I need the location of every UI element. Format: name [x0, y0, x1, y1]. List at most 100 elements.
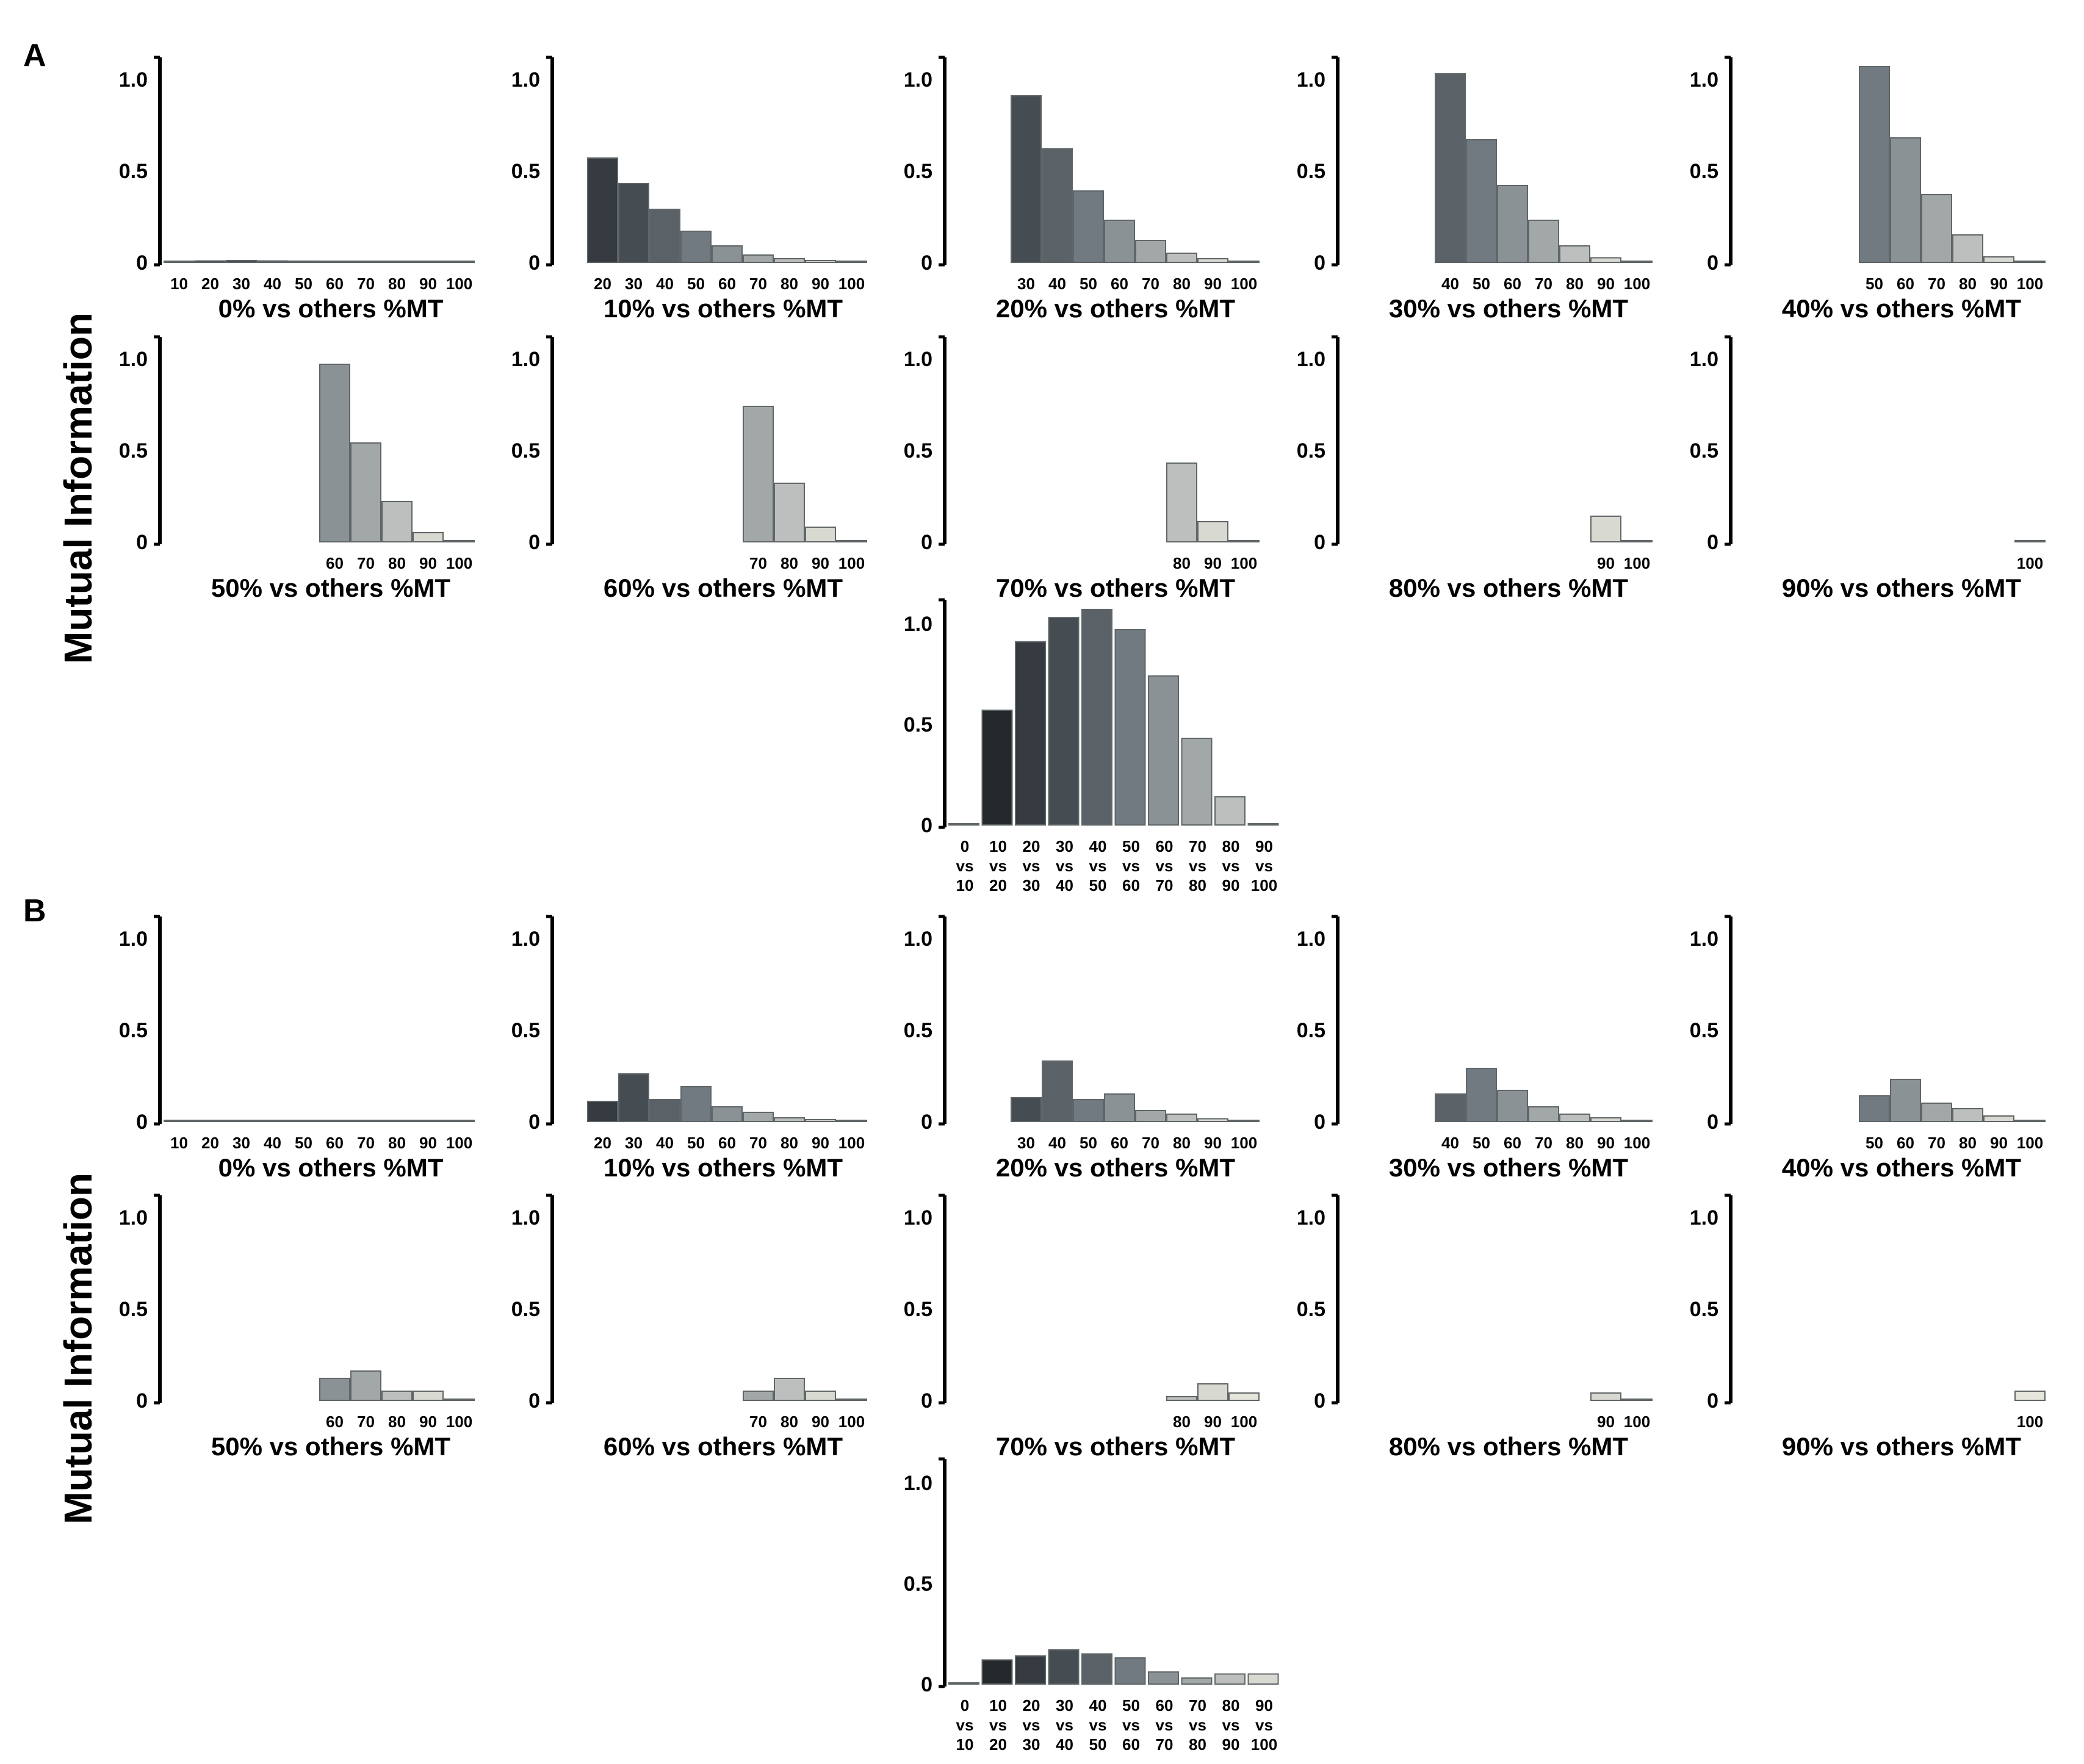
panel-b-plot-7-xtick-label: 100: [1231, 1413, 1257, 1431]
panel-a-plot-3-bar: [1621, 261, 1653, 263]
panel-a-adjacent-xtick-label: vs: [1089, 857, 1107, 875]
panel-b-adjacent-bar: [1181, 1677, 1213, 1685]
panel-a-plot-1-xtick-label: 60: [718, 275, 736, 293]
panel-a-adjacent-xtick-label: 80: [1189, 876, 1206, 895]
panel-b-adjacent-ytick-label: 1.0: [904, 1472, 932, 1495]
panel-b-plot-0-xtick-label: 10: [170, 1134, 188, 1152]
panel-b-plot-0-ytick-label: 1.0: [119, 927, 148, 951]
panel-b-adjacent-xtick-label: vs: [1122, 1716, 1140, 1734]
panel-a-plot-0-bar: [226, 260, 257, 263]
panel-a-plot-6-bar: [836, 540, 867, 542]
panel-b-plot-1-xtick-label: 40: [656, 1134, 674, 1152]
panel-a-plot-2-bar: [1011, 95, 1042, 263]
panel-b-plot-1-bar: [618, 1073, 649, 1122]
panel-a-plot-4-bar: [1952, 234, 1983, 263]
panel-b-plot-4-xtick-label: 50: [1866, 1134, 1883, 1152]
panel-b-plot-1-bar: [836, 1120, 867, 1122]
panel-a-plot-0-xtick-label: 40: [264, 275, 281, 293]
panel-b-plot-5-bar: [381, 1391, 413, 1401]
panel-a-plot-9-bar: [2014, 540, 2046, 542]
panel-a-plot-2-ytick-label: 0.5: [904, 160, 932, 183]
panel-a-adjacent-xtick-label: 40: [1089, 837, 1107, 855]
panel-b-plot-1-bar: [712, 1106, 743, 1122]
panel-a-plot-4-bar: [2014, 261, 2046, 263]
panel-b-plot-9-xtick-label: 100: [2017, 1413, 2043, 1431]
panel-a-plot-1-bar: [618, 183, 649, 263]
panel-b-plot-4-xtick-label: 100: [2017, 1134, 2043, 1152]
panel-b-plot-7-xtick-label: 80: [1173, 1413, 1191, 1431]
panel-a-plot-0-bar: [413, 261, 444, 263]
panel-b-plot-8-xtick-label: 90: [1597, 1413, 1615, 1431]
panel-b-plot-1-xtick-label: 80: [781, 1134, 798, 1152]
panel-b-plot-4-bar: [1921, 1103, 1952, 1122]
panel-b-plot-7-bar: [1197, 1383, 1228, 1401]
panel-b-plot-2-xtick-label: 40: [1048, 1134, 1066, 1152]
panel-a-plot-5-bar: [319, 364, 350, 542]
panel-a-adjacent-xtick-label: vs: [956, 857, 974, 875]
panel-b-adjacent-xtick-label: vs: [1089, 1716, 1107, 1734]
panel-b-adjacent-xtick-label: vs: [956, 1716, 974, 1734]
panel-b-plot-0-bar: [257, 1120, 288, 1122]
panel-a-adjacent-bar: [1181, 738, 1213, 826]
panel-a-plot-1-ytick-label: 0: [528, 251, 540, 275]
panel-a-plot-1-title: 10% vs others %MT: [604, 294, 843, 323]
panel-a-adjacent-xtick-label: 40: [1056, 876, 1073, 895]
panel-a-adjacent-xtick-label: vs: [1122, 857, 1140, 875]
panel-b-adjacent-xtick-label: 30: [1056, 1696, 1073, 1715]
panel-a-adjacent-xtick-label: 60: [1122, 876, 1140, 895]
panel-b-plot-0-xtick-label: 70: [357, 1134, 375, 1152]
y-axis-label-a: Mutual Information: [56, 312, 100, 664]
panel-b-adjacent-xtick-label: 20: [989, 1735, 1007, 1754]
panel-a-plot-3-xtick-label: 40: [1441, 275, 1459, 293]
panel-b-plot-4-ytick-label: 1.0: [1690, 927, 1718, 951]
panel-a-plot-6-bar: [805, 527, 836, 542]
panel-b-adjacent-ytick-label: 0: [921, 1673, 932, 1696]
panel-b-plot-1-bar: [805, 1119, 836, 1122]
panel-b-adjacent-bar: [981, 1659, 1013, 1685]
panel-b-plot-8-title: 80% vs others %MT: [1389, 1432, 1628, 1461]
panel-a-plot-5-ytick-label: 0.5: [119, 439, 148, 463]
panel-b-plot-5-xtick-label: 60: [326, 1413, 344, 1431]
panel-a-plot-6-xtick-label: 80: [781, 554, 798, 572]
panel-b-adjacent-bar: [1148, 1671, 1179, 1685]
panel-b-adjacent-ytick-label: 0.5: [904, 1572, 932, 1596]
panel-b-plot-5-bar: [444, 1399, 475, 1401]
panel-b-plot-7-xtick-label: 90: [1204, 1413, 1222, 1431]
panel-a-adjacent-xtick-label: vs: [1255, 857, 1273, 875]
panel-a-plot-4-bar: [1983, 256, 2014, 263]
panel-b-plot-8-ytick-label: 0.5: [1297, 1298, 1325, 1321]
panel-b-plot-2-bar: [1197, 1118, 1228, 1122]
panel-a-plot-0-bar: [288, 260, 319, 263]
panel-b-adjacent-xtick-label: vs: [1255, 1716, 1273, 1734]
panel-b-plot-5-bar: [413, 1391, 444, 1401]
panel-a-plot-8-ytick-label: 1.0: [1297, 348, 1325, 371]
panel-a-adjacent-xtick-label: 10: [989, 837, 1007, 855]
panel-b-adjacent-xtick-label: 80: [1189, 1735, 1206, 1754]
panel-a-plot-1-bar: [587, 157, 618, 263]
panel-a-plot-2-bar: [1073, 190, 1104, 263]
panel-b-plot-2-bar: [1135, 1110, 1166, 1122]
panel-a-plot-4-xtick-label: 50: [1866, 275, 1883, 293]
panel-a-plot-3-xtick-label: 70: [1535, 275, 1552, 293]
panel-b-plot-7-ytick-label: 1.0: [904, 1206, 932, 1229]
panel-b-adjacent-xtick-label: 50: [1122, 1696, 1140, 1715]
panel-b-adjacent-xtick-label: 90: [1255, 1696, 1273, 1715]
panel-b-plot-2-xtick-label: 50: [1080, 1134, 1097, 1152]
panel-a-plot-8-title: 80% vs others %MT: [1389, 574, 1628, 602]
panel-a-adjacent-xtick-label: vs: [1222, 857, 1240, 875]
panel-a-plot-7-title: 70% vs others %MT: [996, 574, 1235, 602]
panel-b-plot-6-ytick-label: 0: [528, 1389, 540, 1413]
panel-a-plot-5-bar: [413, 532, 444, 542]
panel-b-plot-1-ytick-label: 0: [528, 1111, 540, 1134]
panel-b-plot-3-bar: [1590, 1117, 1621, 1122]
panel-a-plot-0-xtick-label: 50: [295, 275, 312, 293]
panel-b-plot-2-xtick-label: 60: [1111, 1134, 1128, 1152]
panel-b-adjacent-bar: [948, 1682, 979, 1685]
panel-a-plot-3-bar: [1466, 139, 1497, 263]
panel-a-plot-4-xtick-label: 100: [2017, 275, 2043, 293]
panel-b-adjacent-xtick-label: 40: [1089, 1696, 1107, 1715]
panel-a-adjacent-bar: [1048, 617, 1080, 826]
panel-b-adjacent-xtick-label: 70: [1189, 1696, 1206, 1715]
panel-a-plot-2-title: 20% vs others %MT: [996, 294, 1235, 323]
